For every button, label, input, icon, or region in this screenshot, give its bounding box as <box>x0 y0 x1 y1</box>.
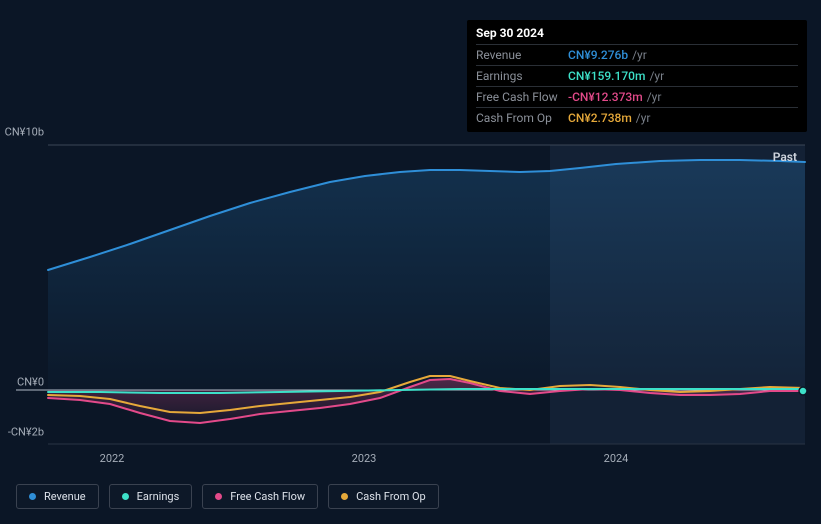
x-tick-label: 2022 <box>100 452 125 465</box>
tooltip-row-unit: /yr <box>636 111 651 125</box>
legend-dot-icon <box>341 493 348 500</box>
legend-item-fcf[interactable]: Free Cash Flow <box>202 484 318 509</box>
tooltip-row: Cash From Op CN¥2.738m /yr <box>476 107 798 128</box>
y-tick-label: -CN¥2b <box>0 426 44 439</box>
past-label: Past <box>773 150 797 164</box>
y-tick-label: CN¥10b <box>0 126 44 139</box>
tooltip-row-unit: /yr <box>647 90 662 104</box>
x-tick-label: 2023 <box>352 452 377 465</box>
legend-item-earnings[interactable]: Earnings <box>109 484 193 509</box>
tooltip-row-unit: /yr <box>649 69 664 83</box>
legend-item-label: Free Cash Flow <box>230 490 305 503</box>
legend-dot-icon <box>29 493 36 500</box>
tooltip-row-value: -CN¥12.373m <box>568 90 643 104</box>
tooltip-row: Earnings CN¥159.170m /yr <box>476 65 798 86</box>
legend-item-label: Cash From Op <box>356 490 426 503</box>
tooltip-row-label: Earnings <box>476 69 568 83</box>
tooltip-row: Revenue CN¥9.276b /yr <box>476 44 798 65</box>
x-tick-label: 2024 <box>604 452 629 465</box>
chart-tooltip: Sep 30 2024 Revenue CN¥9.276b /yr Earnin… <box>467 20 807 132</box>
chart-legend: Revenue Earnings Free Cash Flow Cash Fro… <box>16 484 439 509</box>
legend-item-cfo[interactable]: Cash From Op <box>328 484 439 509</box>
tooltip-date: Sep 30 2024 <box>476 26 798 44</box>
tooltip-row-unit: /yr <box>632 48 647 62</box>
tooltip-row-label: Cash From Op <box>476 111 568 125</box>
legend-item-label: Earnings <box>137 490 180 503</box>
legend-item-label: Revenue <box>44 490 86 503</box>
tooltip-row-label: Free Cash Flow <box>476 90 568 104</box>
tooltip-row: Free Cash Flow -CN¥12.373m /yr <box>476 86 798 107</box>
tooltip-row-value: CN¥159.170m <box>568 69 645 83</box>
legend-dot-icon <box>122 493 129 500</box>
legend-item-revenue[interactable]: Revenue <box>16 484 99 509</box>
tooltip-row-value: CN¥2.738m <box>568 111 632 125</box>
legend-dot-icon <box>215 493 222 500</box>
y-tick-label: CN¥0 <box>0 376 44 389</box>
tooltip-row-value: CN¥9.276b <box>568 48 628 62</box>
tooltip-row-label: Revenue <box>476 48 568 62</box>
